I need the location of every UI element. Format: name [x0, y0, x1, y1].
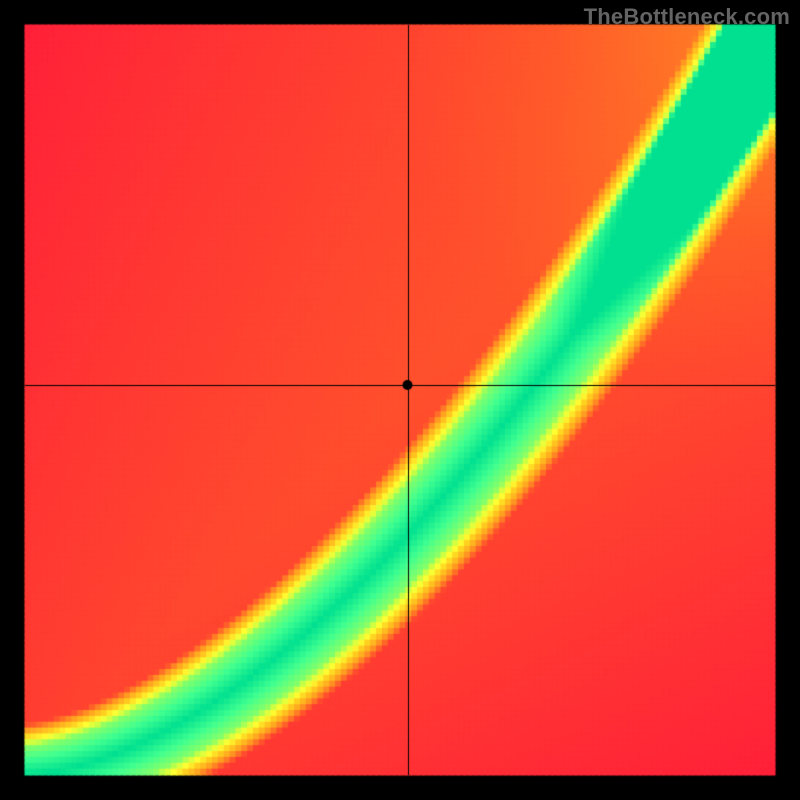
chart-container: TheBottleneck.com — [0, 0, 800, 800]
bottleneck-heatmap-canvas — [0, 0, 800, 800]
watermark-label: TheBottleneck.com — [584, 4, 790, 30]
